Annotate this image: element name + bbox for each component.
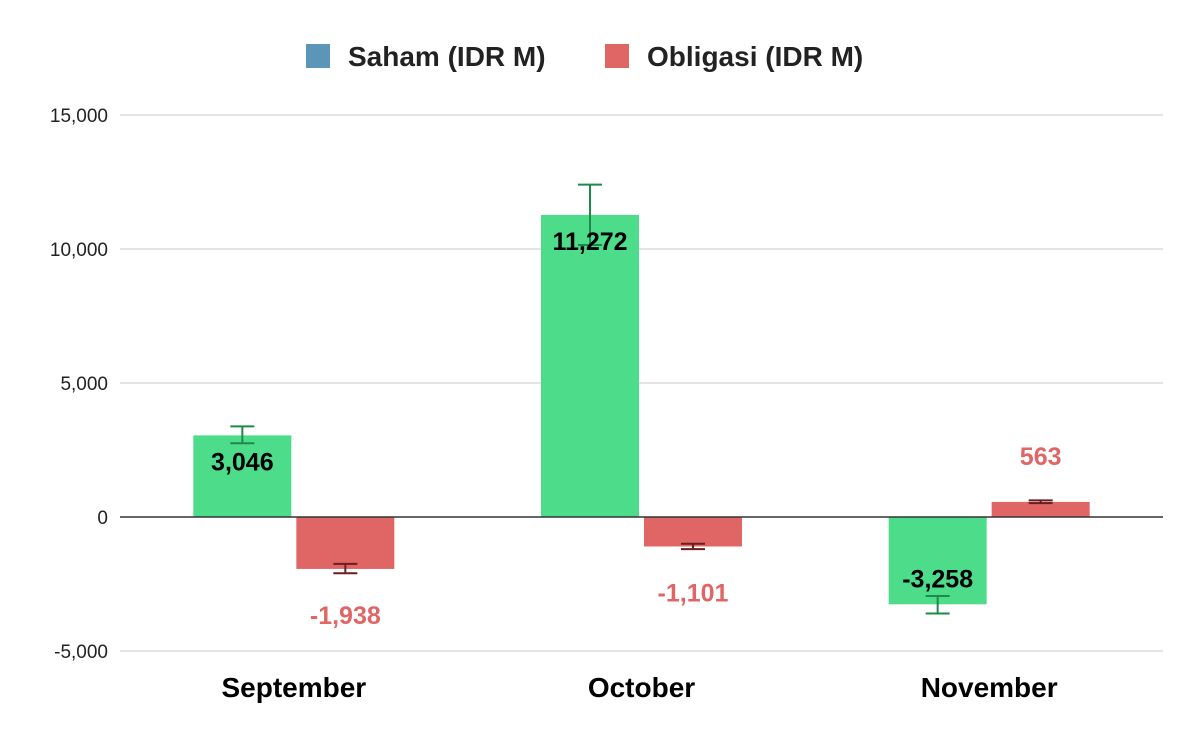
y-tick-label: 10,000 <box>50 240 108 261</box>
x-axis: September October November <box>221 672 1057 703</box>
y-tick-label: 0 <box>97 508 108 529</box>
bar-1-september <box>193 435 292 517</box>
error-bar-1-october <box>578 183 602 246</box>
error-bar-2-november <box>1028 499 1053 505</box>
bar-1-october <box>541 214 639 517</box>
data-label-2-october: -1,101 <box>658 580 729 608</box>
bar-2-september <box>296 517 395 569</box>
error-bar-2-october <box>681 542 705 551</box>
y-tick-label: 15,000 <box>50 106 108 127</box>
legend-label-2: Obligasi (IDR M) <box>647 41 863 72</box>
data-label-1-october: 11,272 <box>552 228 627 256</box>
data-label-1-september: 3,046 <box>211 448 274 476</box>
x-category-label: October <box>588 672 695 703</box>
data-label-1-november: -3,258 <box>902 565 973 593</box>
legend-swatch-2 <box>605 44 629 68</box>
y-tick-label: -5,000 <box>54 642 108 663</box>
error-bar-1-september <box>230 425 255 445</box>
bar-1-november <box>888 517 987 605</box>
legend-label-1: Saham (IDR M) <box>348 41 546 72</box>
data-labels: 3,046 -1,938 11,272 -1,101 -3,258 563 <box>211 228 1061 630</box>
legend: Saham (IDR M) Obligasi (IDR M) <box>306 41 863 72</box>
data-label-2-september: -1,938 <box>310 602 381 630</box>
x-category-label: November <box>921 672 1058 703</box>
gridlines <box>120 114 1163 652</box>
y-tick-label: 5,000 <box>60 374 108 395</box>
x-category-label: September <box>221 672 366 703</box>
bars <box>193 214 1090 605</box>
bar-2-november <box>991 501 1090 517</box>
legend-swatch-1 <box>306 44 330 68</box>
error-bar-1-november <box>925 595 950 615</box>
bar-2-october <box>644 517 742 547</box>
error-bars <box>230 183 1053 615</box>
data-label-2-november: 563 <box>1020 443 1062 471</box>
error-bar-2-september <box>333 562 358 575</box>
y-axis: 15,000 10,000 5,000 0 -5,000 <box>50 106 108 663</box>
